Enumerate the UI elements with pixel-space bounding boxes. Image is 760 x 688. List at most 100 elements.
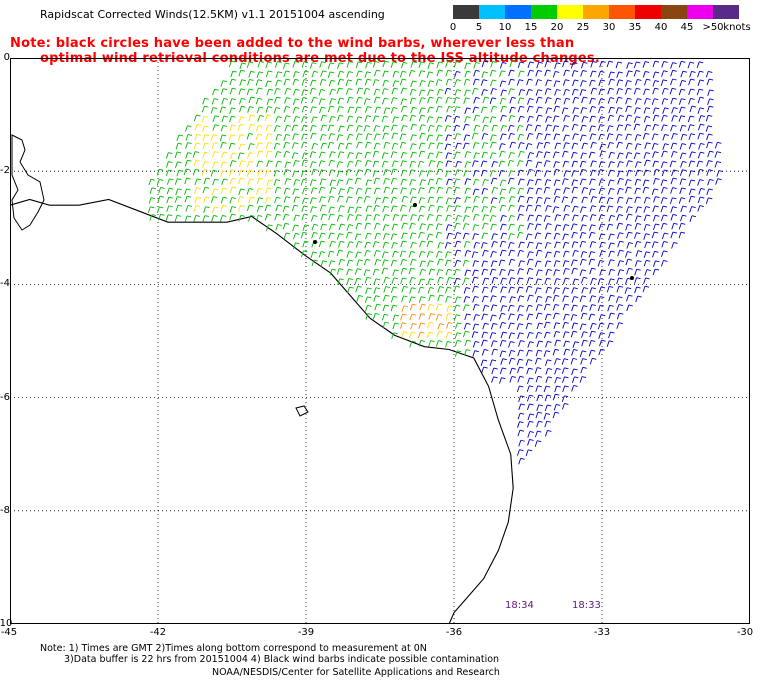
wind-barb bbox=[444, 115, 452, 122]
wind-barb bbox=[616, 277, 623, 285]
wind-barb bbox=[202, 215, 209, 222]
wind-barb bbox=[409, 340, 416, 348]
wind-barb bbox=[374, 197, 382, 204]
wind-barb bbox=[527, 341, 534, 348]
wind-barb bbox=[642, 71, 650, 78]
wind-barb bbox=[490, 141, 497, 149]
wind-barb bbox=[472, 323, 480, 331]
wind-barb bbox=[399, 250, 407, 258]
wind-barb bbox=[508, 170, 515, 177]
wind-barb bbox=[464, 116, 471, 123]
wind-barb bbox=[419, 124, 426, 131]
wind-barb bbox=[302, 224, 310, 231]
wind-barb bbox=[544, 170, 551, 177]
wind-barb bbox=[633, 69, 641, 77]
wind-barb bbox=[516, 277, 524, 285]
wind-barb bbox=[571, 304, 578, 312]
wind-barb bbox=[517, 375, 524, 383]
wind-barb bbox=[518, 89, 526, 96]
wind-barb bbox=[212, 88, 219, 96]
wind-barb bbox=[292, 61, 300, 68]
wind-barb bbox=[446, 205, 453, 212]
wind-barb bbox=[248, 114, 255, 122]
wind-barb bbox=[266, 160, 273, 167]
legend-label: >50 bbox=[702, 22, 724, 33]
wind-barb bbox=[203, 206, 210, 213]
wind-barb bbox=[156, 168, 164, 176]
wind-barb bbox=[581, 339, 588, 347]
wind-barb bbox=[401, 195, 408, 203]
wind-barb bbox=[644, 159, 651, 167]
wind-barb bbox=[670, 150, 678, 158]
wind-barb bbox=[581, 196, 588, 204]
wind-barb bbox=[463, 287, 471, 294]
wind-barb bbox=[544, 88, 552, 95]
wind-barb bbox=[327, 62, 335, 69]
wind-barb bbox=[248, 196, 255, 204]
wind-barb bbox=[185, 134, 193, 141]
wind-barb bbox=[687, 124, 695, 131]
wind-barb bbox=[311, 168, 318, 176]
wind-barb bbox=[355, 251, 362, 259]
wind-barb bbox=[265, 70, 273, 78]
wind-barb bbox=[184, 125, 192, 132]
wind-barb bbox=[193, 142, 201, 150]
wind-barb bbox=[553, 232, 561, 240]
wind-barb bbox=[310, 79, 317, 87]
wind-barb bbox=[643, 214, 651, 222]
wind-barb bbox=[445, 78, 453, 86]
wind-barb bbox=[561, 178, 569, 185]
wind-barb bbox=[418, 251, 426, 258]
wind-barb bbox=[427, 196, 435, 204]
wind-barb bbox=[588, 339, 596, 347]
wind-barb bbox=[608, 312, 615, 320]
wind-barb bbox=[545, 251, 552, 259]
wind-barb bbox=[481, 205, 488, 213]
wind-barb bbox=[626, 62, 633, 69]
wind-barb bbox=[400, 178, 408, 186]
wind-barb bbox=[553, 260, 561, 267]
wind-barb bbox=[589, 115, 596, 123]
wind-barb bbox=[490, 105, 498, 113]
wind-barb bbox=[365, 141, 372, 149]
wind-barb bbox=[616, 88, 623, 95]
wind-barb bbox=[706, 188, 713, 196]
wind-barb bbox=[247, 79, 254, 86]
wind-barb bbox=[409, 188, 417, 195]
wind-barb bbox=[201, 169, 209, 176]
wind-barb bbox=[347, 241, 354, 248]
wind-barb bbox=[543, 141, 551, 149]
wind-barb bbox=[309, 179, 317, 186]
wind-barb bbox=[437, 242, 444, 249]
wind-barb bbox=[399, 133, 407, 141]
wind-barb bbox=[355, 214, 362, 221]
wind-barb bbox=[679, 169, 687, 176]
wind-barb bbox=[562, 160, 570, 168]
wind-barb bbox=[464, 269, 471, 277]
wind-barb bbox=[356, 295, 363, 302]
wind-barb bbox=[491, 187, 499, 194]
wind-barb bbox=[390, 177, 398, 185]
wind-barb bbox=[471, 251, 479, 258]
wind-barb bbox=[579, 295, 587, 302]
wind-barb bbox=[401, 331, 408, 338]
wind-barb bbox=[418, 322, 425, 330]
wind-barb bbox=[463, 123, 470, 131]
wind-barb bbox=[572, 214, 579, 222]
wind-barb bbox=[491, 124, 498, 132]
wind-barb bbox=[417, 187, 425, 194]
wind-barb bbox=[652, 160, 659, 168]
wind-barb bbox=[661, 124, 668, 131]
wind-barb bbox=[336, 179, 344, 187]
wind-barb bbox=[157, 195, 165, 203]
wind-barb bbox=[381, 115, 389, 123]
wind-barb bbox=[535, 249, 543, 257]
wind-barb bbox=[293, 232, 300, 240]
wind-barb bbox=[536, 151, 543, 158]
wind-barb bbox=[337, 78, 345, 86]
wind-barb bbox=[445, 322, 453, 329]
wind-barb bbox=[445, 251, 452, 258]
wind-barb bbox=[238, 177, 245, 185]
wind-barb bbox=[571, 231, 578, 239]
wind-barb bbox=[526, 78, 533, 86]
